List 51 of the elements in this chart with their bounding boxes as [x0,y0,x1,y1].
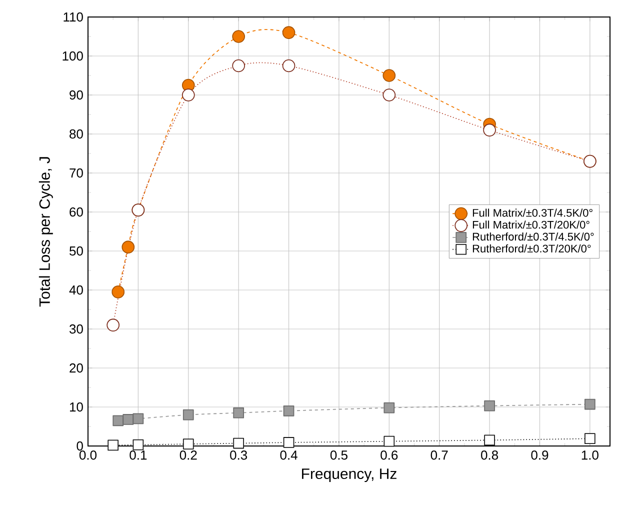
y-tick-label: 60 [70,207,83,217]
point [584,433,596,444]
point [384,402,395,414]
point [132,413,144,424]
point [122,414,134,425]
point [233,407,244,418]
y-tick-label: 90 [70,90,83,100]
point [283,405,294,416]
point [484,434,495,446]
x-tick-label: 0.0 [79,450,97,460]
x-tick-label: 0.9 [531,450,548,460]
point [283,437,294,448]
x-tick-label: 0.3 [230,450,248,460]
x-tick-label: 0.4 [280,450,298,460]
y-tick-label: 70 [70,168,83,178]
point [382,69,396,82]
x-tick-label: 0.1 [130,450,147,460]
point [584,398,596,410]
point [108,440,119,451]
point [282,26,296,40]
x-tick-label: 0.5 [330,450,348,460]
x-tick-label: 0.8 [481,450,498,460]
y-tick-label: 0 [76,441,83,451]
point [384,436,395,447]
x-tick-label: 0.7 [430,450,448,460]
y-tick-label: 80 [70,129,83,139]
point [484,400,495,412]
x-tick-label: 0.6 [380,450,398,460]
y-tick-label: 30 [70,324,83,334]
legend-label: Rutherford/±0.3T/20K/0° [472,244,591,252]
point [182,409,194,420]
y-tick-label: 10 [70,402,83,412]
y-tick-label: 40 [69,285,83,295]
legend-label: Full Matrix/±0.3T/20K/0° [472,220,590,229]
point [182,438,194,450]
point [112,286,125,298]
x-tick-label: 1.0 [582,450,598,460]
point [122,240,135,254]
point [132,439,144,450]
y-tick-label: 20 [70,363,83,373]
y-axis-title: Total Loss per Cycle, J [38,157,53,307]
y-tick-label: 50 [70,246,83,256]
point [233,438,244,449]
x-axis-title: Frequency, Hz [302,468,396,482]
y-tick-label: 110 [64,12,83,22]
y-tick-label: 100 [62,51,83,61]
x-tick-label: 0.2 [180,450,197,460]
point [232,30,246,43]
point [112,415,124,426]
legend-label: Full Matrix/±0.3T/4.5K/0° [472,208,592,217]
legend-label: Rutherford/±0.3T/4.5K/0° [472,232,594,241]
